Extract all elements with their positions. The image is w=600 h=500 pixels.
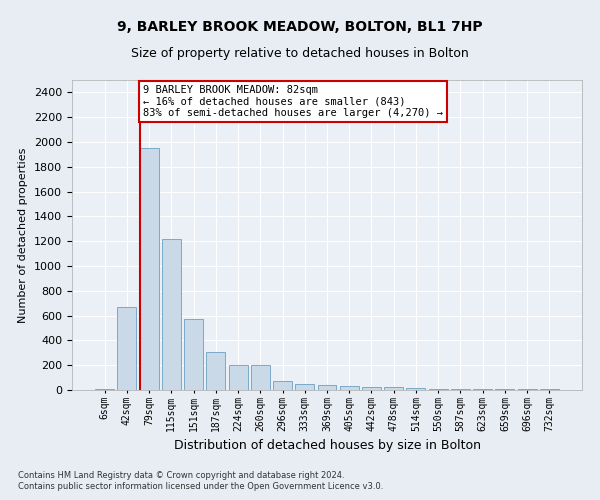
Bar [95,389,114,390]
Y-axis label: Number of detached properties: Number of detached properties [19,148,28,322]
Bar [184,318,203,390]
Text: 9 BARLEY BROOK MEADOW: 82sqm
← 16% of detached houses are smaller (843)
83% of s: 9 BARLEY BROOK MEADOW: 82sqm ← 16% of de… [143,85,443,118]
Bar [384,387,403,390]
Text: Contains public sector information licensed under the Open Government Licence v3: Contains public sector information licen… [18,482,383,491]
X-axis label: Distribution of detached houses by size in Bolton: Distribution of detached houses by size … [173,439,481,452]
Text: Size of property relative to detached houses in Bolton: Size of property relative to detached ho… [131,48,469,60]
Bar [429,389,448,390]
Bar [406,388,425,390]
Bar [118,307,136,390]
Bar [473,389,492,390]
Bar [140,148,158,390]
Bar [251,365,270,390]
Bar [273,380,292,390]
Text: Contains HM Land Registry data © Crown copyright and database right 2024.: Contains HM Land Registry data © Crown c… [18,470,344,480]
Text: 9, BARLEY BROOK MEADOW, BOLTON, BL1 7HP: 9, BARLEY BROOK MEADOW, BOLTON, BL1 7HP [117,20,483,34]
Bar [162,238,181,390]
Bar [362,387,381,390]
Bar [451,389,470,390]
Bar [317,385,337,390]
Bar [206,352,225,390]
Bar [340,386,359,390]
Bar [229,365,248,390]
Bar [295,384,314,390]
